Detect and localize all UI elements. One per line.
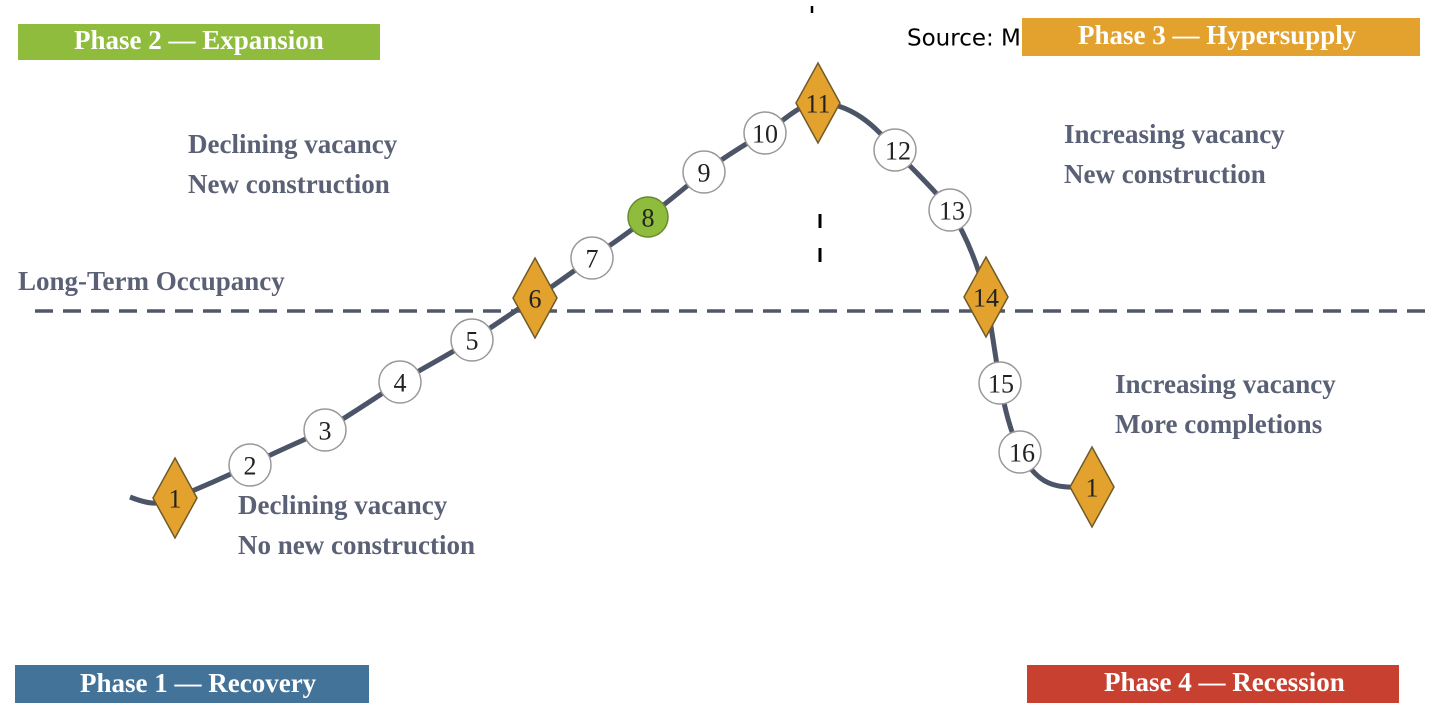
diamond-node (963, 255, 1009, 339)
nodes: 1 2 3 4 5 6 7 8 9 10 11 12 13 14 15 16 1 (152, 61, 1115, 540)
phase-box (1022, 18, 1420, 56)
phase-label: Phase 2 — Expansion (74, 25, 324, 55)
description: More completions (1115, 409, 1322, 439)
node-label: 1 (1086, 474, 1099, 503)
description: Declining vacancy (238, 490, 448, 520)
circle-node (978, 361, 1022, 405)
node-label: 3 (319, 417, 332, 446)
circle-node (873, 128, 917, 172)
node-label: 13 (939, 197, 965, 226)
circle-node (570, 236, 614, 280)
node-label: 6 (529, 285, 542, 314)
node-label: 2 (244, 452, 257, 481)
node-label: 14 (973, 284, 999, 313)
description: Increasing vacancy (1064, 119, 1285, 149)
circle-node (928, 188, 972, 232)
node-label: 12 (885, 137, 911, 166)
phase-label: Phase 1 — Recovery (80, 668, 317, 698)
node-label: 5 (466, 327, 479, 356)
source: Source: M (907, 26, 1021, 52)
node-label: 15 (988, 370, 1014, 399)
diamond-node (512, 256, 558, 340)
diamond-node (795, 61, 841, 145)
description: New construction (188, 169, 390, 199)
description: Declining vacancy (188, 129, 398, 159)
node-label: 10 (752, 120, 778, 149)
circle-node (682, 150, 726, 194)
description: No new construction (238, 530, 475, 560)
circle-node (743, 111, 787, 155)
node-label: 11 (805, 90, 830, 119)
circle-node (378, 360, 422, 404)
cycle-curve (129, 100, 1076, 506)
node-label: 9 (698, 159, 711, 188)
circle-node (450, 318, 494, 362)
phase-box (1027, 665, 1399, 703)
highlight-node (627, 196, 669, 238)
node-label: 1 (169, 485, 182, 514)
phase-box (15, 665, 369, 703)
node-label: 8 (642, 204, 655, 233)
node-label: 4 (394, 369, 407, 398)
phase-label: Phase 3 — Hypersupply (1078, 20, 1357, 50)
circle-node (228, 443, 272, 487)
diamond-node (1069, 445, 1115, 529)
circle-node (303, 408, 347, 452)
circle-node (998, 430, 1042, 474)
diamond-node (152, 456, 198, 540)
node-label: 7 (586, 245, 599, 274)
baseline-label: Long-Term Occupancy (18, 266, 285, 296)
phase-label: Phase 4 — Recession (1104, 667, 1345, 697)
description: New construction (1064, 159, 1266, 189)
phase-box (18, 24, 380, 60)
node-label: 16 (1009, 439, 1035, 468)
description: Increasing vacancy (1115, 369, 1336, 399)
